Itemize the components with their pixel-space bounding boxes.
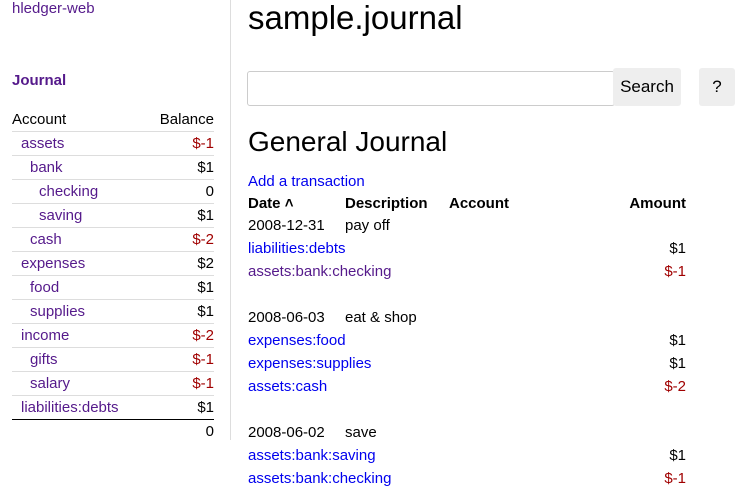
account-row: salary $-1 xyxy=(12,371,214,395)
transaction-date: 2008-06-02 xyxy=(248,424,325,441)
account-link[interactable]: food xyxy=(30,279,60,296)
account-link[interactable]: gifts xyxy=(30,351,58,368)
account-row: bank $1 xyxy=(12,155,214,179)
transaction-row: 2008-12-31 pay off xyxy=(248,215,688,237)
account-row: checking 0 xyxy=(12,179,214,203)
posting-amount: $1 xyxy=(669,332,686,349)
account-balance: 0 xyxy=(205,183,214,200)
account-balance: $1 xyxy=(197,279,214,296)
posting-row: assets:bank:checking $-1 xyxy=(248,468,688,490)
description-header: Description xyxy=(345,195,428,212)
transaction-row: 2008-06-03 eat & shop xyxy=(248,307,688,329)
account-link[interactable]: checking xyxy=(39,183,99,200)
posting-account-link[interactable]: liabilities:debts xyxy=(248,240,346,257)
posting-account-link[interactable]: assets:bank:checking xyxy=(248,470,392,487)
accounts-header: Account Balance xyxy=(12,108,214,131)
posting-account-link[interactable]: expenses:food xyxy=(248,332,346,349)
account-row: cash $-2 xyxy=(12,227,214,251)
account-balance: $-2 xyxy=(192,231,214,248)
account-link[interactable]: expenses xyxy=(21,255,86,272)
account-header: Account xyxy=(449,195,509,212)
add-transaction-link[interactable]: Add a transaction xyxy=(248,173,365,190)
posting-amount: $1 xyxy=(669,240,686,257)
posting-row: assets:bank:checking $-1 xyxy=(248,261,688,283)
account-link[interactable]: liabilities:debts xyxy=(21,399,119,416)
transaction-description: eat & shop xyxy=(345,309,417,326)
posting-row: assets:cash $-2 xyxy=(248,376,688,398)
account-row: saving $1 xyxy=(12,203,214,227)
posting-account-link[interactable]: expenses:supplies xyxy=(248,355,372,372)
account-balance: $-1 xyxy=(192,135,214,152)
page-title: sample.journal xyxy=(248,0,463,36)
account-link[interactable]: income xyxy=(21,327,70,344)
accounts-table: Account Balance assets $-1 bank $1 checking 0… xyxy=(12,108,214,443)
posting-row: expenses:supplies $1 xyxy=(248,353,688,375)
posting-amount: $1 xyxy=(669,355,686,372)
total-balance: 0 xyxy=(205,423,214,440)
help-button[interactable]: ? xyxy=(699,68,735,106)
transaction-date: 2008-12-31 xyxy=(248,217,325,234)
account-balance: $-1 xyxy=(192,375,214,392)
journal-header: Date ˄ Description Account Amount xyxy=(248,193,688,215)
total-row: 0 xyxy=(12,419,214,443)
balance-header: Balance xyxy=(159,111,214,128)
account-link[interactable]: bank xyxy=(30,159,63,176)
chevron-up-icon: ˄ xyxy=(284,195,294,212)
posting-account-link[interactable]: assets:bank:saving xyxy=(248,447,376,464)
account-balance: $-2 xyxy=(192,327,214,344)
date-header-label: Date xyxy=(248,195,281,212)
transaction-row: 2008-06-02 save xyxy=(248,422,688,444)
account-row: income $-2 xyxy=(12,323,214,347)
search-button[interactable]: Search xyxy=(613,68,681,106)
account-row: liabilities:debts $1 xyxy=(12,395,214,419)
account-balance: $1 xyxy=(197,303,214,320)
brand-link[interactable]: hledger-web xyxy=(12,0,95,17)
account-link[interactable]: assets xyxy=(21,135,65,152)
account-row: expenses $2 xyxy=(12,251,214,275)
posting-amount: $-1 xyxy=(664,263,686,280)
account-link[interactable]: saving xyxy=(39,207,83,224)
transaction-description: pay off xyxy=(345,217,390,234)
posting-account-link[interactable]: assets:cash xyxy=(248,378,328,395)
account-header: Account xyxy=(12,111,67,128)
account-link[interactable]: salary xyxy=(30,375,71,392)
date-header[interactable]: Date ˄ xyxy=(248,193,293,215)
posting-amount: $-2 xyxy=(664,378,686,395)
search-input[interactable] xyxy=(247,71,615,106)
posting-row: assets:bank:saving $1 xyxy=(248,445,688,467)
account-balance: $-1 xyxy=(192,351,214,368)
posting-account-link[interactable]: assets:bank:checking xyxy=(248,263,392,280)
journal-link[interactable]: Journal xyxy=(12,72,67,89)
account-balance: $1 xyxy=(197,207,214,224)
posting-amount: $1 xyxy=(669,447,686,464)
account-row: supplies $1 xyxy=(12,299,214,323)
account-balance: $1 xyxy=(197,159,214,176)
transaction-date: 2008-06-03 xyxy=(248,309,325,326)
account-link[interactable]: supplies xyxy=(30,303,86,320)
account-row: gifts $-1 xyxy=(12,347,214,371)
journal-heading: General Journal xyxy=(248,126,448,157)
account-row: food $1 xyxy=(12,275,214,299)
sidebar: hledger-web Journal Account Balance asse… xyxy=(0,0,231,440)
account-link[interactable]: cash xyxy=(30,231,62,248)
account-balance: $2 xyxy=(197,255,214,272)
amount-header: Amount xyxy=(629,195,686,212)
posting-row: liabilities:debts $1 xyxy=(248,238,688,260)
posting-row: expenses:food $1 xyxy=(248,330,688,352)
account-row: assets $-1 xyxy=(12,131,214,155)
account-balance: $1 xyxy=(197,399,214,416)
transaction-description: save xyxy=(345,424,377,441)
posting-amount: $-1 xyxy=(664,470,686,487)
